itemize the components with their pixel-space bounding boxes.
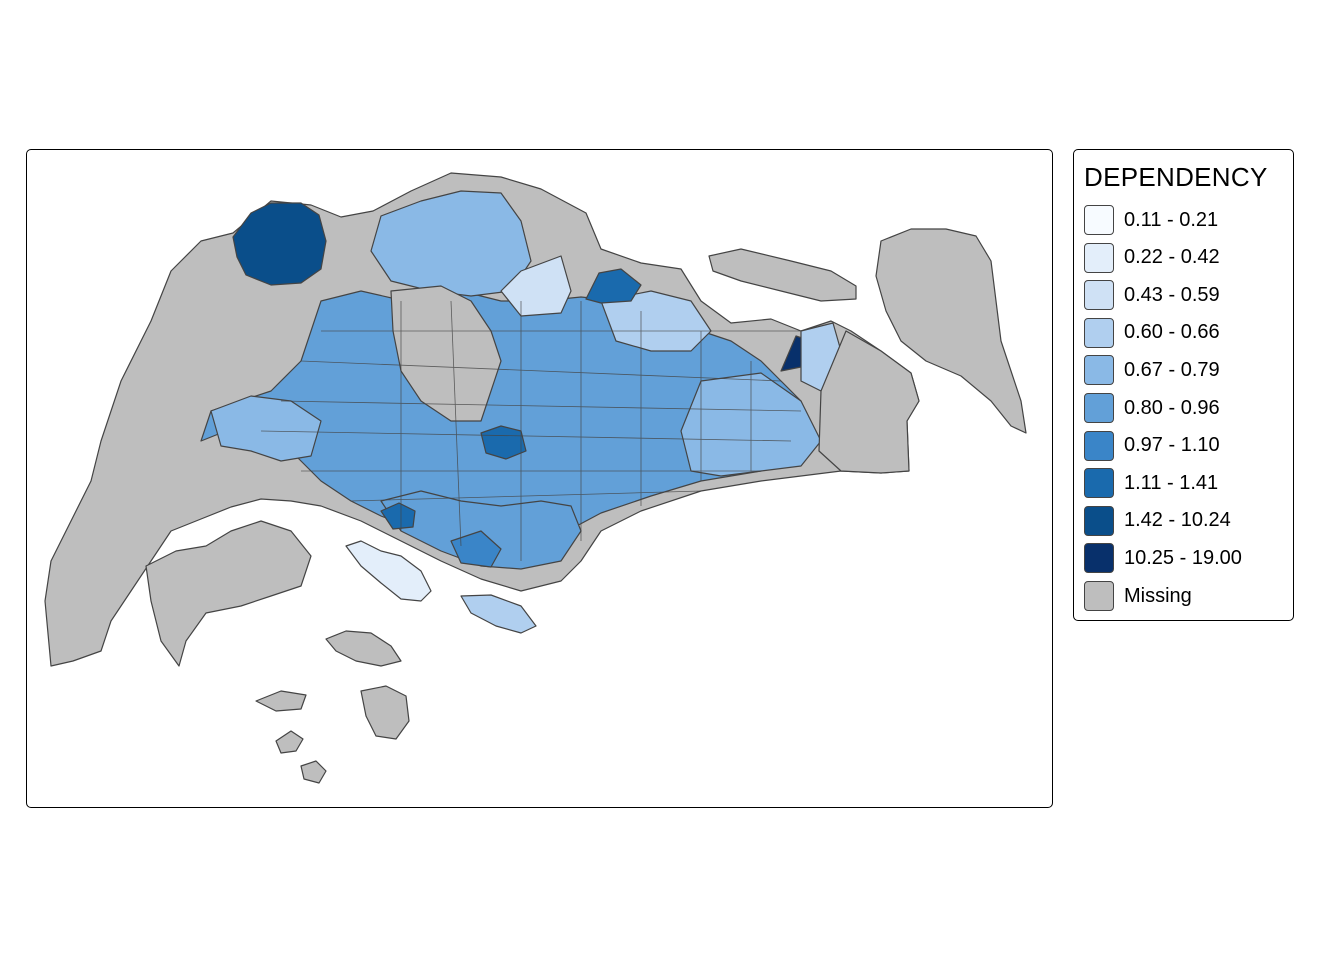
legend-label: 0.80 - 0.96 xyxy=(1124,396,1220,419)
pulau-tekong xyxy=(875,228,1027,434)
legend-label: 10.25 - 19.00 xyxy=(1124,546,1242,569)
region-north-west xyxy=(232,202,327,286)
legend-swatch xyxy=(1084,505,1114,536)
region-airport xyxy=(818,330,920,474)
region-north-dark xyxy=(585,268,642,304)
legend-item: 0.11 - 0.21 xyxy=(1084,205,1218,235)
region-queenstown xyxy=(380,502,416,530)
southern-island-4 xyxy=(275,730,304,754)
choropleth-map xyxy=(44,172,1027,784)
legend-swatch xyxy=(1084,317,1114,348)
map-legend: DEPENDENCY 0.11 - 0.21 0.22 - 0.42 0.43 - … xyxy=(1073,149,1294,621)
legend-item: 0.97 - 1.10 xyxy=(1084,430,1220,461)
legend-label: 0.97 - 1.10 xyxy=(1124,434,1220,457)
legend-swatch xyxy=(1084,581,1114,611)
legend-item: 1.42 - 10.24 xyxy=(1084,505,1231,536)
central-catchment xyxy=(390,285,502,422)
jurong-island xyxy=(145,520,312,667)
region-marina xyxy=(345,540,432,602)
map-panel xyxy=(26,149,1053,808)
region-west xyxy=(210,395,322,462)
southern-island-2 xyxy=(255,690,307,712)
legend-item: 10.25 - 19.00 xyxy=(1084,543,1242,574)
legend-item: 0.67 - 0.79 xyxy=(1084,355,1220,386)
sentosa-island xyxy=(460,594,537,634)
legend-swatch xyxy=(1084,355,1114,386)
legend-label: Missing xyxy=(1124,584,1192,607)
legend-swatch xyxy=(1084,543,1114,574)
legend-item: 1.11 - 1.41 xyxy=(1084,468,1219,499)
southern-island-1 xyxy=(325,630,402,667)
legend-swatch xyxy=(1084,430,1114,461)
southern-island-5 xyxy=(300,760,327,784)
legend-item: 0.60 - 0.66 xyxy=(1084,317,1220,348)
legend-item: 0.22 - 0.42 xyxy=(1084,242,1220,273)
legend-title: DEPENDENCY xyxy=(1084,162,1268,192)
legend-item: 0.80 - 0.96 xyxy=(1084,393,1220,423)
region-bukit-merah xyxy=(450,530,502,568)
legend-swatch xyxy=(1084,280,1114,311)
legend-label: 0.60 - 0.66 xyxy=(1124,321,1220,344)
legend-item: Missing xyxy=(1084,581,1192,611)
legend-label: 1.42 - 10.24 xyxy=(1124,509,1231,532)
legend-label: 0.67 - 0.79 xyxy=(1124,358,1220,381)
pulau-ubin xyxy=(708,248,857,302)
legend-label: 1.11 - 1.41 xyxy=(1124,471,1219,494)
region-bishan xyxy=(480,425,527,460)
legend-swatch xyxy=(1084,468,1114,499)
legend-swatch xyxy=(1084,242,1114,273)
legend-item: 0.43 - 0.59 xyxy=(1084,280,1220,311)
legend-swatch xyxy=(1084,393,1114,423)
legend-label: 0.22 - 0.42 xyxy=(1124,246,1220,269)
legend-label: 0.43 - 0.59 xyxy=(1124,283,1220,306)
legend-label: 0.11 - 0.21 xyxy=(1124,208,1219,231)
legend-swatch xyxy=(1084,205,1114,235)
southern-island-3 xyxy=(360,685,410,740)
